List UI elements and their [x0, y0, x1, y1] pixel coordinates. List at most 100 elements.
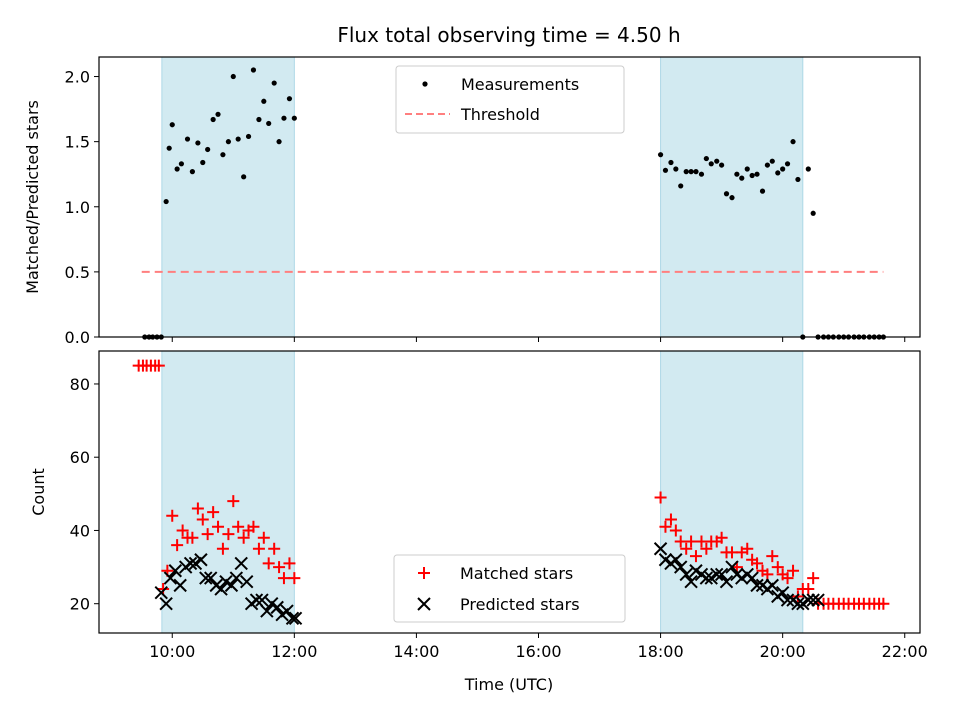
predicted-stars-point [811, 593, 825, 607]
measurements-point [215, 111, 221, 117]
matched-stars-point [237, 531, 250, 544]
measurements-point [178, 161, 185, 167]
measurements-point [276, 139, 282, 145]
top-legend: Measurements Threshold [395, 65, 625, 134]
predicted-stars-point [214, 582, 228, 596]
predicted-stars-point [154, 586, 168, 600]
matched-stars-point [171, 539, 184, 552]
measurements-point [210, 116, 216, 123]
predicted-stars-point [255, 593, 269, 607]
predicted-stars-point [801, 593, 816, 607]
measurements-point [673, 166, 679, 172]
legend-measurements-label: Measurements [461, 75, 579, 94]
matched-stars-point [669, 524, 682, 537]
measurements-point [698, 171, 705, 177]
matched-stars-point [166, 509, 179, 522]
measurements-point [195, 140, 201, 146]
matched-stars-point [268, 542, 281, 555]
measurements-point [200, 159, 206, 166]
measurements-point [784, 161, 791, 167]
measurements-point [775, 170, 781, 176]
matched-stars-point [802, 583, 815, 596]
measurements-point [749, 172, 755, 179]
legend-predicted-label: Predicted stars [460, 595, 580, 614]
matched-stars-point [761, 568, 774, 581]
measurements-point [688, 169, 694, 175]
predicted-stars-point [159, 596, 173, 611]
measurements-point [678, 183, 684, 189]
matched-stars-point [689, 550, 702, 563]
measurements-point [220, 152, 226, 158]
x-tick-label: 12:00 [271, 642, 317, 661]
legend-matched-marker [418, 567, 430, 579]
measurements-point [703, 155, 709, 162]
predicted-stars-point [183, 556, 198, 571]
y-tick-label: 0.0 [65, 328, 90, 347]
measurements-point [163, 198, 169, 205]
predicted-stars-point [234, 556, 248, 571]
matched-stars-point [700, 542, 713, 555]
measurements-series [142, 67, 886, 340]
predicted-stars-point [288, 611, 303, 626]
predicted-stars-point [260, 604, 274, 618]
top-panel: 0.00.51.01.52.0 Matched/Predicted stars … [23, 56, 921, 347]
legend-predicted-marker [417, 597, 431, 611]
matched-stars-point [781, 572, 794, 585]
predicted-stars-point [173, 578, 187, 593]
matched-stars-point [252, 542, 265, 555]
predicted-stars-point [653, 542, 668, 556]
predicted-stars-series [154, 542, 825, 626]
matched-stars-point [288, 572, 301, 585]
x-tick-label: 20:00 [760, 642, 806, 661]
legend-threshold-label: Threshold [460, 105, 540, 124]
x-tick-label: 14:00 [393, 642, 439, 661]
measurements-point [739, 175, 745, 181]
predicted-stars-point [714, 567, 729, 582]
measurements-point [723, 191, 730, 197]
matched-stars-point [232, 520, 245, 533]
y-tick-label: 80 [70, 375, 90, 394]
measurements-point [759, 188, 766, 194]
predicted-stars-point [750, 578, 764, 593]
predicted-stars-point [194, 553, 208, 567]
x-axis-label: Time (UTC) [464, 675, 553, 694]
legend-matched-label: Matched stars [460, 564, 573, 583]
matched-stars-point [766, 550, 779, 563]
measurements-point [230, 73, 236, 80]
matched-stars-point [659, 520, 672, 533]
predicted-stars-point [674, 560, 688, 574]
predicted-stars-point [710, 567, 724, 582]
measurements-point [657, 152, 664, 158]
y-tick-label: 40 [70, 521, 90, 540]
measurements-point [805, 166, 811, 172]
measurements-point [281, 115, 287, 121]
matched-stars-point [191, 502, 204, 515]
predicted-stars-point [745, 571, 759, 585]
predicted-stars-point [684, 575, 698, 589]
measurements-point [714, 158, 720, 164]
matched-stars-point [247, 520, 260, 533]
measurements-point [795, 176, 801, 183]
matched-stars-point [787, 564, 800, 577]
matched-stars-point [283, 557, 296, 570]
measurements-point [754, 171, 760, 177]
x-tick-label: 18:00 [638, 642, 684, 661]
top-panel-ylabel: Matched/Predicted stars [23, 100, 42, 294]
matched-stars-point [664, 513, 677, 526]
matched-stars-series [132, 359, 890, 610]
predicted-stars-point [775, 586, 790, 600]
predicted-stars-point [240, 575, 254, 589]
matched-stars-point [877, 597, 890, 610]
matched-stars-point [741, 542, 754, 555]
measurements-point [708, 161, 714, 167]
matched-stars-point [186, 531, 199, 544]
predicted-stars-point [249, 593, 264, 607]
measurements-point [764, 162, 770, 168]
matched-stars-point [715, 531, 728, 544]
matched-stars-point [176, 524, 189, 537]
predicted-stars-point [725, 560, 739, 574]
y-tick-label: 60 [70, 448, 90, 467]
bottom-legend-box [393, 554, 626, 623]
matched-stars-point [771, 561, 784, 574]
